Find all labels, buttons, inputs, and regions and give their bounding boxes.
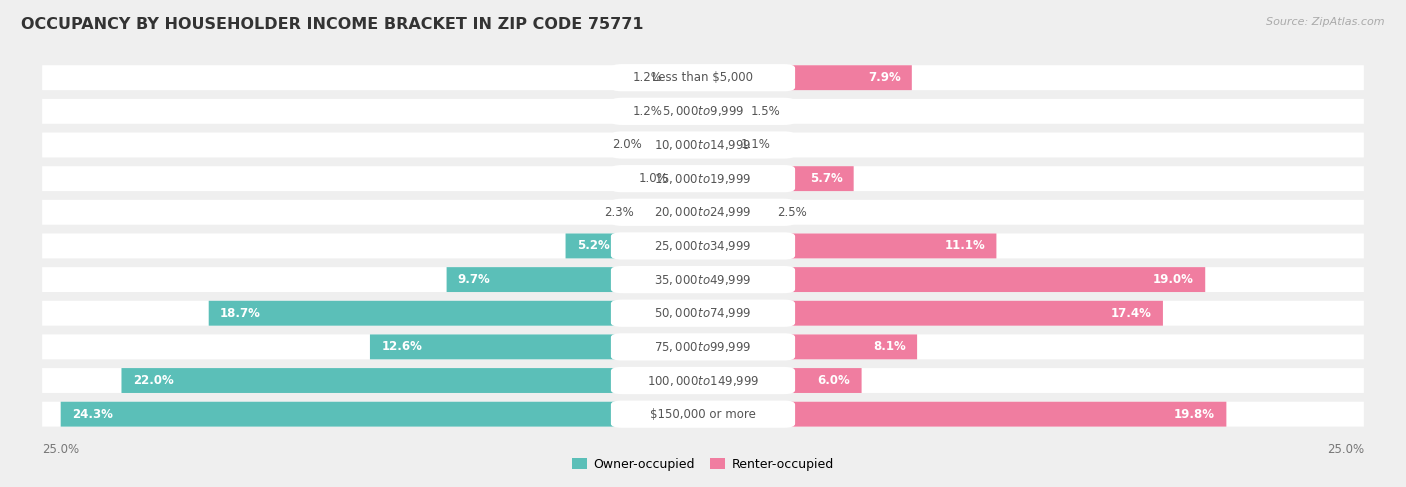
FancyBboxPatch shape — [612, 300, 796, 327]
FancyBboxPatch shape — [612, 401, 796, 428]
Text: $5,000 to $9,999: $5,000 to $9,999 — [662, 104, 744, 118]
FancyBboxPatch shape — [612, 333, 796, 360]
Text: Less than $5,000: Less than $5,000 — [652, 71, 754, 84]
FancyBboxPatch shape — [650, 132, 703, 157]
FancyBboxPatch shape — [643, 200, 703, 225]
FancyBboxPatch shape — [42, 233, 1364, 259]
Text: 18.7%: 18.7% — [219, 307, 262, 320]
FancyBboxPatch shape — [42, 99, 1364, 124]
Text: $75,000 to $99,999: $75,000 to $99,999 — [654, 340, 752, 354]
Text: $100,000 to $149,999: $100,000 to $149,999 — [647, 374, 759, 388]
FancyBboxPatch shape — [703, 402, 1226, 427]
FancyBboxPatch shape — [42, 335, 1364, 359]
FancyBboxPatch shape — [612, 367, 796, 394]
FancyBboxPatch shape — [60, 402, 703, 427]
Text: 9.7%: 9.7% — [458, 273, 491, 286]
FancyBboxPatch shape — [42, 166, 1364, 191]
Text: 19.8%: 19.8% — [1174, 408, 1215, 421]
Text: $35,000 to $49,999: $35,000 to $49,999 — [654, 273, 752, 286]
FancyBboxPatch shape — [42, 200, 1364, 225]
FancyBboxPatch shape — [612, 98, 796, 125]
Text: 2.3%: 2.3% — [605, 206, 634, 219]
Text: Source: ZipAtlas.com: Source: ZipAtlas.com — [1267, 17, 1385, 27]
Text: 1.1%: 1.1% — [741, 138, 770, 151]
Text: 19.0%: 19.0% — [1153, 273, 1194, 286]
Text: 17.4%: 17.4% — [1111, 307, 1152, 320]
Text: 22.0%: 22.0% — [132, 374, 173, 387]
FancyBboxPatch shape — [42, 301, 1364, 326]
FancyBboxPatch shape — [703, 166, 853, 191]
Text: $10,000 to $14,999: $10,000 to $14,999 — [654, 138, 752, 152]
FancyBboxPatch shape — [208, 301, 703, 326]
Text: $15,000 to $19,999: $15,000 to $19,999 — [654, 171, 752, 186]
FancyBboxPatch shape — [612, 232, 796, 260]
FancyBboxPatch shape — [370, 335, 703, 359]
FancyBboxPatch shape — [676, 166, 703, 191]
Text: 1.2%: 1.2% — [633, 71, 662, 84]
Text: 12.6%: 12.6% — [381, 340, 422, 354]
Text: 1.0%: 1.0% — [638, 172, 668, 185]
Text: 8.1%: 8.1% — [873, 340, 905, 354]
Text: 25.0%: 25.0% — [42, 443, 79, 456]
FancyBboxPatch shape — [42, 65, 1364, 90]
Text: 5.7%: 5.7% — [810, 172, 842, 185]
Text: 2.5%: 2.5% — [778, 206, 807, 219]
Text: 1.2%: 1.2% — [633, 105, 662, 118]
Text: 1.5%: 1.5% — [751, 105, 780, 118]
Text: OCCUPANCY BY HOUSEHOLDER INCOME BRACKET IN ZIP CODE 75771: OCCUPANCY BY HOUSEHOLDER INCOME BRACKET … — [21, 17, 644, 32]
FancyBboxPatch shape — [703, 200, 769, 225]
FancyBboxPatch shape — [612, 266, 796, 293]
FancyBboxPatch shape — [703, 368, 862, 393]
FancyBboxPatch shape — [703, 267, 1205, 292]
Text: $25,000 to $34,999: $25,000 to $34,999 — [654, 239, 752, 253]
FancyBboxPatch shape — [565, 233, 703, 259]
FancyBboxPatch shape — [703, 132, 733, 157]
Text: 2.0%: 2.0% — [612, 138, 641, 151]
Text: $50,000 to $74,999: $50,000 to $74,999 — [654, 306, 752, 320]
FancyBboxPatch shape — [703, 233, 997, 259]
FancyBboxPatch shape — [703, 335, 917, 359]
Legend: Owner-occupied, Renter-occupied: Owner-occupied, Renter-occupied — [568, 453, 838, 476]
Text: 25.0%: 25.0% — [1327, 443, 1364, 456]
FancyBboxPatch shape — [703, 301, 1163, 326]
FancyBboxPatch shape — [42, 368, 1364, 393]
Text: 7.9%: 7.9% — [868, 71, 901, 84]
FancyBboxPatch shape — [612, 165, 796, 192]
FancyBboxPatch shape — [671, 65, 703, 90]
Text: 24.3%: 24.3% — [72, 408, 112, 421]
Text: 6.0%: 6.0% — [818, 374, 851, 387]
FancyBboxPatch shape — [42, 267, 1364, 292]
FancyBboxPatch shape — [703, 65, 912, 90]
FancyBboxPatch shape — [612, 131, 796, 159]
FancyBboxPatch shape — [612, 199, 796, 226]
Text: 5.2%: 5.2% — [576, 240, 610, 252]
Text: 11.1%: 11.1% — [945, 240, 986, 252]
FancyBboxPatch shape — [703, 99, 742, 124]
Text: $20,000 to $24,999: $20,000 to $24,999 — [654, 206, 752, 219]
FancyBboxPatch shape — [612, 64, 796, 91]
FancyBboxPatch shape — [42, 402, 1364, 427]
FancyBboxPatch shape — [121, 368, 703, 393]
Text: $150,000 or more: $150,000 or more — [650, 408, 756, 421]
FancyBboxPatch shape — [447, 267, 703, 292]
FancyBboxPatch shape — [671, 99, 703, 124]
FancyBboxPatch shape — [42, 132, 1364, 157]
